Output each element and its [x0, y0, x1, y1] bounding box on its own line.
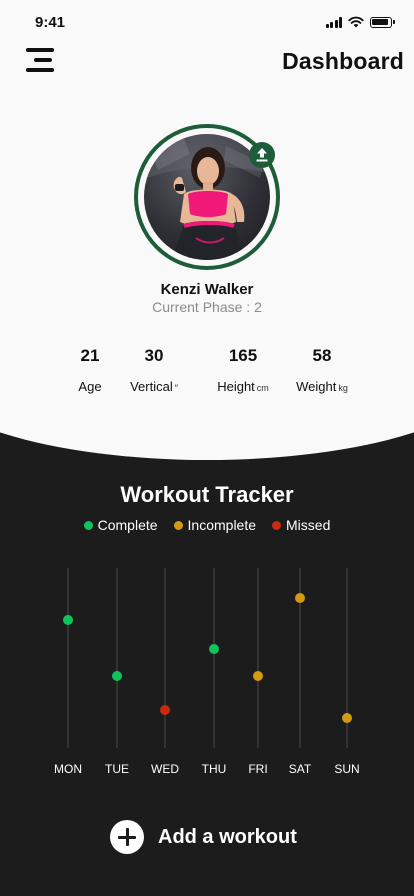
wifi-icon: [348, 16, 364, 28]
workout-point-thu[interactable]: [209, 644, 219, 654]
weight-label: Weight kg: [296, 379, 348, 394]
height-label: Height cm: [217, 379, 269, 394]
avatar-photo: [144, 134, 270, 260]
workout-point-mon[interactable]: [63, 615, 73, 625]
legend-missed: Missed: [272, 517, 330, 533]
age-value: 21: [80, 346, 100, 365]
profile-name: Kenzi Walker: [160, 281, 254, 298]
status-time: 9:41: [35, 14, 66, 31]
workout-point-sat[interactable]: [295, 593, 305, 603]
legend-complete: Complete: [83, 517, 158, 533]
battery-icon: [370, 16, 395, 28]
vertical-value: 30: [144, 346, 164, 365]
page-title: Dashboard: [282, 48, 404, 74]
day-label-sun: SUN: [334, 762, 359, 776]
missed-dot-icon: [272, 520, 282, 530]
signal-icon: [325, 16, 342, 28]
avatar[interactable]: [144, 134, 270, 260]
plus-icon: [110, 820, 144, 854]
day-label-fri: FRI: [248, 762, 267, 776]
day-label-mon: MON: [54, 762, 82, 776]
incomplete-dot-icon: [173, 520, 183, 530]
add-workout-label: Add a workout: [158, 825, 297, 848]
upload-photo-button[interactable]: [249, 142, 275, 168]
status-bar: 9:41: [0, 0, 414, 44]
workout-point-wed[interactable]: [160, 705, 170, 715]
upload-icon: [256, 148, 268, 162]
tracker-title: Workout Tracker: [120, 482, 294, 507]
day-label-tue: TUE: [105, 762, 129, 776]
workout-point-fri[interactable]: [253, 671, 263, 681]
menu-button[interactable]: [24, 46, 56, 74]
height-value: 165: [228, 346, 258, 365]
tracker-legend: Complete Incomplete Missed: [0, 517, 414, 533]
day-label-wed: WED: [151, 762, 179, 776]
workout-point-tue[interactable]: [112, 671, 122, 681]
add-workout-button[interactable]: Add a workout: [110, 820, 297, 854]
day-label-thu: THU: [202, 762, 227, 776]
vertical-label: Vertical ″: [130, 379, 178, 394]
day-label-sat: SAT: [289, 762, 312, 776]
menu-icon: [26, 48, 54, 52]
age-label: Age: [78, 379, 102, 394]
weight-value: 58: [312, 346, 332, 365]
profile-phase: Current Phase : 2: [152, 299, 262, 315]
legend-incomplete: Incomplete: [173, 517, 256, 533]
workout-tracker-chart: MON TUE WED THU FRI SAT SUN: [54, 568, 360, 776]
complete-dot-icon: [83, 520, 93, 530]
status-icons: [325, 16, 395, 28]
workout-point-sun[interactable]: [342, 713, 352, 723]
